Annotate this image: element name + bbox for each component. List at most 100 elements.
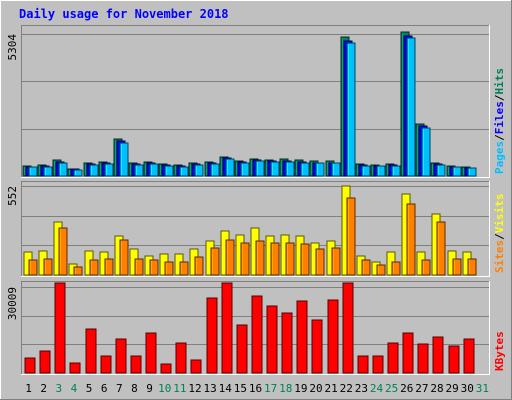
- bar-sites-day-5: [89, 259, 99, 276]
- plot-area: 5304Pages/Files/Hits552Sites/Visits30009…: [6, 25, 506, 375]
- bar-pages-day-19: [300, 162, 310, 177]
- bar-pages-day-21: [331, 162, 341, 177]
- bar-kbytes-day-29: [448, 345, 460, 374]
- bar-sites-day-27: [421, 259, 431, 276]
- bar-sites-day-4: [73, 266, 83, 276]
- bar-kbytes-day-13: [206, 297, 218, 374]
- bar-kbytes-day-19: [296, 300, 308, 374]
- bar-pages-day-10: [164, 165, 174, 177]
- x-label-day-15: 15: [234, 382, 247, 395]
- x-label-day-17: 17: [264, 382, 277, 395]
- bar-sites-day-1: [28, 259, 38, 276]
- bar-kbytes-day-11: [175, 342, 187, 374]
- panel-1-ymax-label: 552: [6, 186, 19, 206]
- bar-pages-day-18: [285, 161, 295, 177]
- bar-kbytes-day-28: [432, 336, 444, 374]
- bar-pages-day-24: [376, 165, 386, 177]
- x-label-day-8: 8: [131, 382, 138, 395]
- x-label-day-2: 2: [40, 382, 47, 395]
- bar-kbytes-day-20: [311, 319, 323, 374]
- bar-pages-day-15: [240, 162, 250, 177]
- bar-kbytes-day-8: [130, 355, 142, 374]
- legend-visits: Visits: [493, 194, 506, 234]
- x-label-day-6: 6: [101, 382, 108, 395]
- bar-pages-day-8: [134, 164, 144, 177]
- bar-sites-day-29: [452, 258, 462, 276]
- bar-sites-day-8: [134, 258, 144, 276]
- bar-kbytes-day-7: [115, 338, 127, 374]
- bar-pages-day-9: [149, 163, 159, 177]
- bar-pages-day-6: [104, 163, 114, 177]
- bar-sites-day-25: [391, 261, 401, 276]
- bar-kbytes-day-14: [221, 282, 233, 374]
- bar-kbytes-day-4: [69, 362, 81, 374]
- bar-sites-day-11: [179, 261, 189, 276]
- chart-title: Daily usage for November 2018: [19, 7, 229, 21]
- panel-2-ymax-label: 30009: [6, 287, 19, 320]
- bar-sites-day-21: [331, 247, 341, 276]
- bar-sites-day-9: [149, 259, 159, 276]
- bar-sites-day-30: [467, 258, 477, 276]
- legend-sites: Sites: [493, 240, 506, 273]
- x-label-day-12: 12: [188, 382, 201, 395]
- bar-pages-day-27: [421, 127, 431, 177]
- x-label-day-21: 21: [325, 382, 338, 395]
- bar-sites-day-14: [225, 239, 235, 276]
- bar-sites-day-24: [376, 264, 386, 276]
- x-axis-day-labels: 1 2 3 4 5 6 7 8 9 10 11 12 13 14 15 16 17 18 19 20 21 22 23 24 2…: [25, 382, 489, 395]
- bar-kbytes-day-21: [327, 299, 339, 374]
- panel-0-ymax-label: 5304: [6, 34, 19, 61]
- bar-pages-day-28: [436, 164, 446, 177]
- x-label-day-14: 14: [219, 382, 233, 395]
- bar-sites-day-18: [285, 242, 295, 276]
- bar-sites-day-20: [315, 248, 325, 276]
- bar-pages-day-29: [452, 166, 462, 177]
- bar-sites-day-22: [346, 197, 356, 276]
- bar-kbytes-day-16: [251, 295, 263, 374]
- bar-pages-day-2: [43, 166, 53, 177]
- x-label-day-3: 3: [56, 382, 63, 395]
- bar-sites-day-7: [119, 239, 129, 276]
- bar-pages-day-4: [73, 169, 83, 177]
- bar-kbytes-day-5: [85, 328, 97, 374]
- x-label-day-16: 16: [249, 382, 262, 395]
- x-label-day-18: 18: [279, 382, 292, 395]
- x-label-day-24: 24: [370, 382, 384, 395]
- bar-sites-day-10: [164, 261, 174, 276]
- bar-kbytes-day-3: [54, 282, 66, 374]
- bar-sites-day-2: [43, 258, 53, 276]
- x-label-day-10: 10: [158, 382, 171, 395]
- bar-kbytes-day-17: [266, 305, 278, 374]
- x-label-day-27: 27: [415, 382, 428, 395]
- bar-pages-day-25: [391, 165, 401, 177]
- bar-pages-day-22: [346, 42, 356, 177]
- legend-hits: Hits: [493, 68, 506, 95]
- x-label-day-19: 19: [294, 382, 307, 395]
- bar-pages-day-12: [194, 164, 204, 177]
- bar-pages-day-20: [315, 162, 325, 177]
- x-label-day-4: 4: [71, 382, 78, 395]
- bar-kbytes-day-22: [342, 282, 354, 374]
- bar-kbytes-day-6: [100, 355, 112, 374]
- panel-0-legend-separator-1: /: [493, 134, 506, 141]
- bar-pages-day-14: [225, 158, 235, 177]
- x-label-day-25: 25: [385, 382, 398, 395]
- bar-pages-day-7: [119, 142, 129, 177]
- panel-1-legend: Sites/Visits: [493, 194, 506, 274]
- x-label-day-11: 11: [173, 382, 186, 395]
- bar-kbytes-day-9: [145, 332, 157, 374]
- x-label-day-22: 22: [340, 382, 353, 395]
- bar-sites-day-3: [58, 227, 68, 276]
- panel-0-legend-separator-2: /: [493, 94, 506, 101]
- bar-kbytes-day-1: [24, 357, 36, 374]
- bar-pages-day-13: [210, 163, 220, 177]
- bar-pages-day-26: [406, 37, 416, 177]
- x-label-day-28: 28: [430, 382, 443, 395]
- bar-pages-day-30: [467, 167, 477, 177]
- bar-sites-day-19: [300, 243, 310, 276]
- bar-sites-day-28: [436, 221, 446, 276]
- panel-2-legend: KBytes: [493, 331, 506, 371]
- bar-sites-day-23: [361, 259, 371, 276]
- bar-kbytes-day-30: [463, 338, 475, 374]
